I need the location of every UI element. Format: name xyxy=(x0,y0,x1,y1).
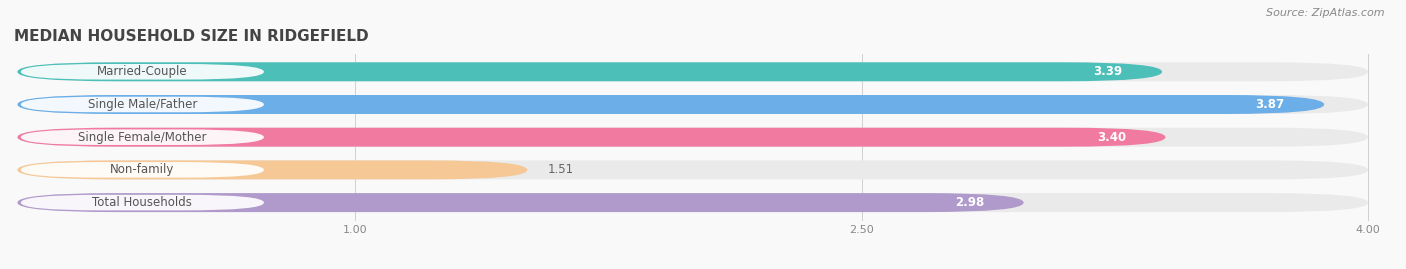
FancyBboxPatch shape xyxy=(17,62,1368,81)
FancyBboxPatch shape xyxy=(21,64,264,80)
FancyBboxPatch shape xyxy=(17,95,1324,114)
Text: 1.51: 1.51 xyxy=(547,163,574,176)
FancyBboxPatch shape xyxy=(21,129,264,145)
Text: Source: ZipAtlas.com: Source: ZipAtlas.com xyxy=(1267,8,1385,18)
FancyBboxPatch shape xyxy=(922,196,1017,210)
FancyBboxPatch shape xyxy=(1060,65,1156,79)
Text: MEDIAN HOUSEHOLD SIZE IN RIDGEFIELD: MEDIAN HOUSEHOLD SIZE IN RIDGEFIELD xyxy=(14,29,368,44)
Text: Married-Couple: Married-Couple xyxy=(97,65,187,78)
FancyBboxPatch shape xyxy=(17,193,1024,212)
FancyBboxPatch shape xyxy=(17,160,527,179)
Text: Total Households: Total Households xyxy=(93,196,193,209)
FancyBboxPatch shape xyxy=(1064,130,1159,144)
FancyBboxPatch shape xyxy=(17,160,1368,179)
Text: 3.87: 3.87 xyxy=(1256,98,1285,111)
Text: 3.40: 3.40 xyxy=(1097,131,1126,144)
FancyBboxPatch shape xyxy=(17,62,1163,81)
FancyBboxPatch shape xyxy=(17,193,1368,212)
FancyBboxPatch shape xyxy=(21,162,264,178)
FancyBboxPatch shape xyxy=(17,128,1368,147)
FancyBboxPatch shape xyxy=(17,128,1166,147)
FancyBboxPatch shape xyxy=(1223,97,1317,112)
Text: 2.98: 2.98 xyxy=(955,196,984,209)
Text: 3.39: 3.39 xyxy=(1094,65,1122,78)
Text: Single Female/Mother: Single Female/Mother xyxy=(79,131,207,144)
FancyBboxPatch shape xyxy=(21,97,264,112)
FancyBboxPatch shape xyxy=(17,95,1368,114)
FancyBboxPatch shape xyxy=(21,195,264,210)
Text: Non-family: Non-family xyxy=(110,163,174,176)
Text: Single Male/Father: Single Male/Father xyxy=(87,98,197,111)
